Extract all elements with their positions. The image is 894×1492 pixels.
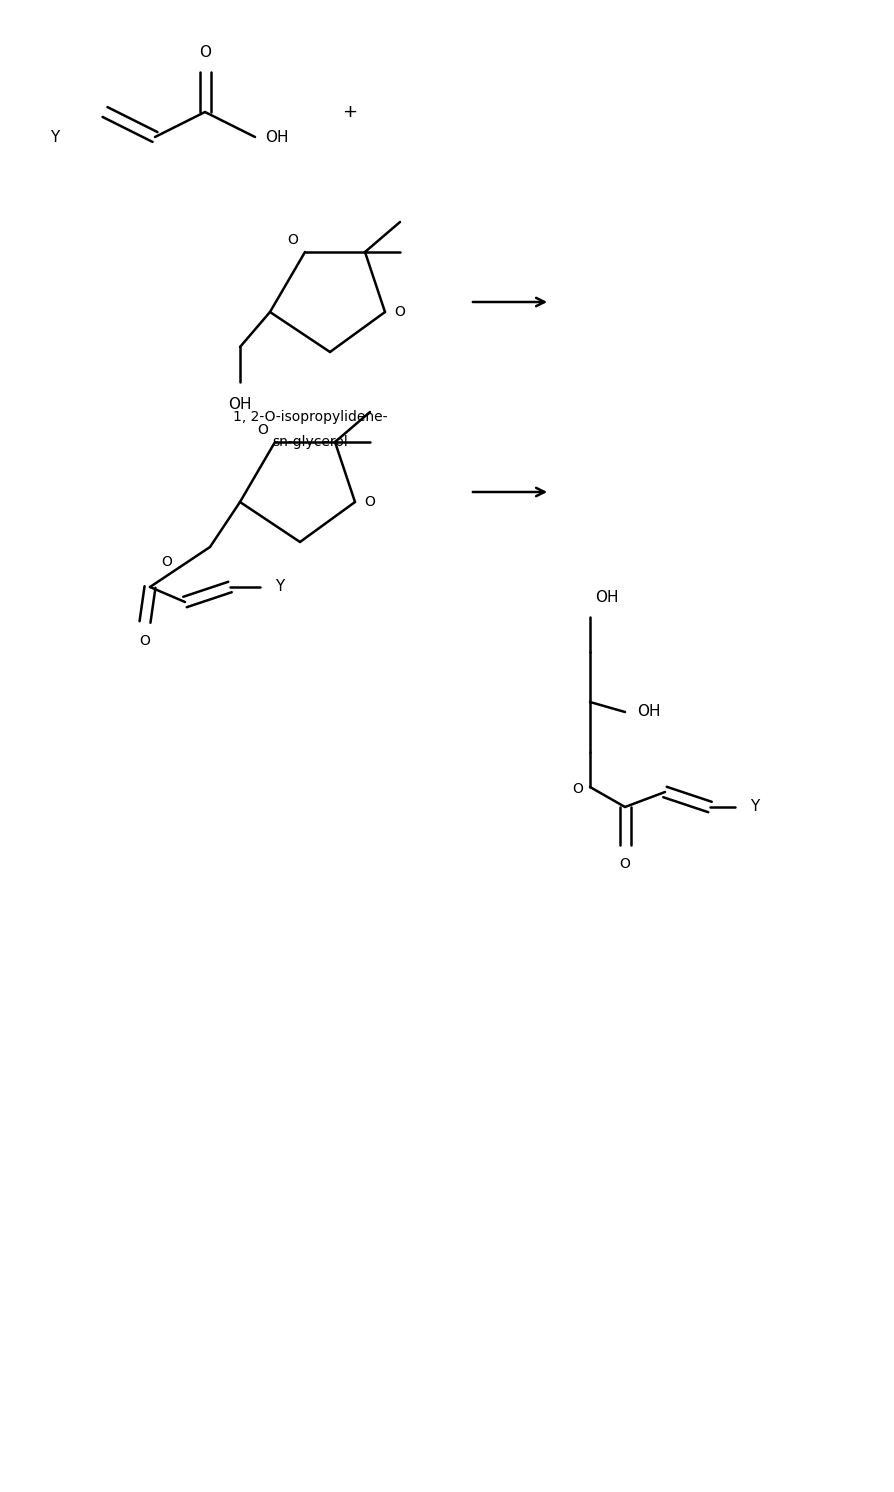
Text: O: O bbox=[287, 233, 298, 248]
Text: OH: OH bbox=[265, 130, 288, 145]
Text: OH: OH bbox=[595, 589, 618, 604]
Text: O: O bbox=[162, 555, 173, 568]
Text: Y: Y bbox=[50, 130, 60, 145]
Text: OH: OH bbox=[637, 704, 660, 719]
Text: O: O bbox=[198, 45, 211, 60]
Text: Y: Y bbox=[274, 579, 284, 594]
Text: 1, 2-O-isopropylidene-: 1, 2-O-isopropylidene- bbox=[232, 410, 387, 424]
Text: O: O bbox=[619, 856, 629, 871]
Text: O: O bbox=[257, 424, 268, 437]
Text: O: O bbox=[139, 634, 150, 648]
Text: O: O bbox=[364, 495, 375, 509]
Text: +: + bbox=[342, 103, 357, 121]
Text: sn-glycerol: sn-glycerol bbox=[272, 436, 348, 449]
Text: O: O bbox=[394, 304, 405, 319]
Text: OH: OH bbox=[228, 397, 251, 412]
Text: Y: Y bbox=[749, 800, 758, 815]
Text: O: O bbox=[572, 782, 583, 797]
